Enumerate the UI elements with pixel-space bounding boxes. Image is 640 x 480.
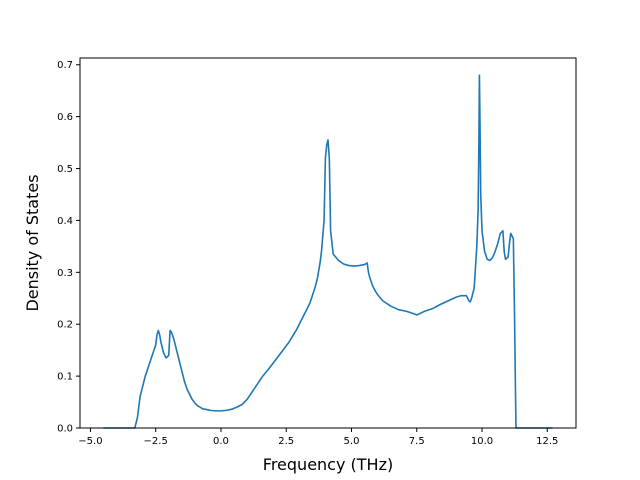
y-tick-label: 0.0 xyxy=(57,424,73,435)
series-layer xyxy=(103,74,553,429)
y-tick-label: 0.2 xyxy=(57,320,73,331)
x-tick-label: 7.5 xyxy=(409,436,425,447)
x-tick-label: −5.0 xyxy=(78,436,102,447)
x-axis-label: Frequency (THz) xyxy=(263,455,393,474)
y-tick-label: 0.5 xyxy=(57,164,73,175)
y-tick-label: 0.3 xyxy=(57,268,73,279)
y-tick-label: 0.4 xyxy=(57,216,73,227)
y-tick-label: 0.1 xyxy=(57,372,73,383)
plot-frame xyxy=(79,57,577,429)
x-tick-label: 5.0 xyxy=(344,436,360,447)
y-tick-label: 0.6 xyxy=(57,112,73,123)
x-tick-label: 10.0 xyxy=(471,436,493,447)
y-axis-label: Density of States xyxy=(23,174,42,311)
plot-area xyxy=(80,58,576,428)
y-axis-ticks: 0.0 0.1 0.2 0.3 0.4 0.5 0.6 0.7 xyxy=(57,60,80,435)
x-tick-label: −2.5 xyxy=(144,436,168,447)
x-axis-ticks: −5.0 −2.5 0.0 2.5 5.0 7.5 10.0 12.5 xyxy=(78,428,558,447)
x-tick-label: 12.5 xyxy=(536,436,558,447)
series-line-0 xyxy=(103,74,553,429)
x-tick-label: 0.0 xyxy=(213,436,229,447)
y-tick-label: 0.7 xyxy=(57,60,73,71)
x-tick-label: 2.5 xyxy=(278,436,294,447)
